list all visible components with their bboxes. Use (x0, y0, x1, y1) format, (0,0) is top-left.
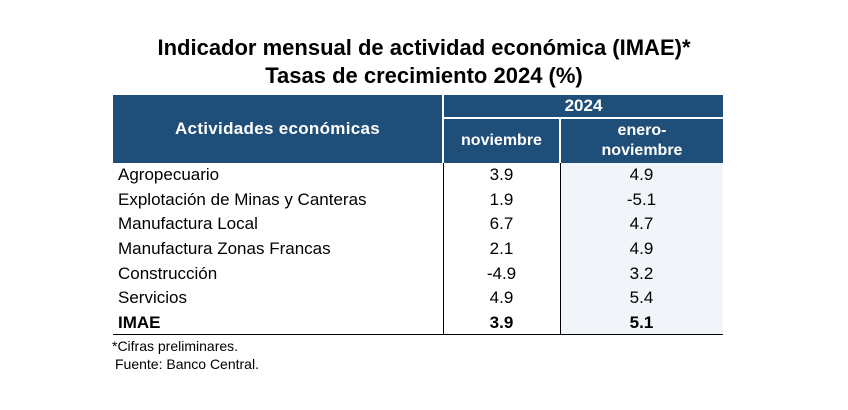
column-divider (560, 163, 561, 336)
row-activity: IMAE (118, 312, 161, 332)
row-activity: Agropecuario (118, 165, 220, 185)
row-activity: Explotación de Minas y Canteras (118, 189, 367, 209)
row-activity: Construcción (118, 263, 218, 283)
row-enero-noviembre-value: 4.9 (560, 236, 723, 262)
header-enero-label: enero- (617, 122, 667, 139)
table-header: Actividades económicas 2024 noviembre en… (113, 95, 723, 163)
header-noviembre: noviembre (444, 119, 559, 163)
footnotes: *Cifras preliminares. Fuente: Banco Cent… (112, 337, 259, 373)
row-noviembre-value: 3.9 (489, 312, 514, 332)
table-row: Manufactura Local 6.7 4.7 (113, 212, 723, 237)
row-activity: Manufactura Zonas Francas (118, 239, 331, 259)
row-activity: Servicios (118, 288, 187, 308)
imae-table: Actividades económicas 2024 noviembre en… (113, 95, 723, 336)
header-activities: Actividades económicas (113, 95, 442, 163)
row-activity: Manufactura Local (118, 214, 258, 234)
header-noviembre-label: noviembre (601, 142, 683, 159)
table-row: Agropecuario 3.9 4.9 (113, 163, 723, 188)
table-row: Explotación de Minas y Canteras 1.9 -5.1 (113, 187, 723, 213)
row-noviembre-value: 3.9 (489, 165, 514, 185)
table-body: Agropecuario 3.9 4.9 Explotación de Mina… (113, 163, 723, 336)
table-row: Servicios 4.9 5.4 (113, 285, 723, 311)
header-year: 2024 (444, 95, 723, 117)
row-noviembre-value: 1.9 (489, 189, 514, 209)
note-source: Fuente: Banco Central. (115, 356, 259, 372)
header-enero-noviembre: enero- noviembre (561, 119, 723, 163)
row-enero-noviembre-value: 4.9 (560, 163, 723, 188)
row-enero-noviembre-value: 4.7 (560, 212, 723, 237)
row-noviembre-value: -4.9 (486, 263, 517, 283)
page-subtitle: Tasas de crecimiento 2024 (%) (265, 63, 583, 88)
table-row: Construcción -4.9 3.2 (113, 261, 723, 286)
row-enero-noviembre-value: -5.1 (560, 187, 723, 213)
row-enero-noviembre-value: 5.1 (560, 310, 723, 336)
row-enero-noviembre-value: 5.4 (560, 285, 723, 311)
note-preliminary: *Cifras preliminares. (112, 338, 239, 354)
column-divider (443, 163, 444, 336)
row-noviembre-value: 4.9 (489, 288, 514, 308)
row-noviembre-value: 2.1 (489, 239, 514, 259)
row-enero-noviembre-value: 3.2 (560, 261, 723, 286)
page-title: Indicador mensual de actividad económica… (157, 35, 691, 60)
row-noviembre-value: 6.7 (489, 214, 514, 234)
table-bottom-border (113, 334, 723, 336)
table-row-total: IMAE 3.9 5.1 (113, 310, 723, 336)
table-row: Manufactura Zonas Francas 2.1 4.9 (113, 236, 723, 262)
